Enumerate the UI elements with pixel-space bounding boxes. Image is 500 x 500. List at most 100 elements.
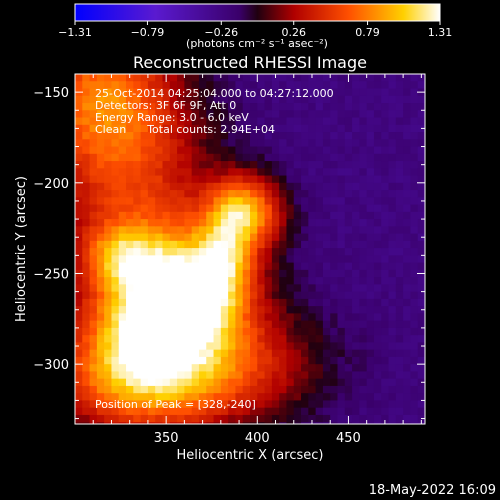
heatmap-cell [271, 255, 280, 264]
heatmap-cell [322, 182, 331, 191]
heatmap-cell [388, 371, 397, 380]
heatmap-cell [344, 335, 353, 343]
heatmap-cell [257, 161, 266, 169]
heatmap-cell [111, 356, 120, 365]
heatmap-cell [417, 117, 425, 126]
heatmap-cell [410, 255, 419, 264]
heatmap-cell [96, 313, 105, 322]
heatmap-cell [257, 132, 266, 140]
heatmap-cell [126, 240, 134, 249]
heatmap-cell [89, 349, 98, 358]
heatmap-cell [366, 400, 375, 409]
heatmap-cell [352, 371, 360, 380]
heatmap-cell [359, 400, 368, 409]
heatmap-cell [366, 284, 375, 293]
heatmap-cell [235, 95, 244, 104]
heatmap-cell [352, 74, 360, 82]
heatmap-cell [184, 132, 193, 140]
heatmap-cell [373, 197, 382, 206]
heatmap-cell [264, 335, 273, 343]
heatmap-cell [403, 356, 412, 365]
heatmap-cell [373, 342, 382, 351]
heatmap-cell [257, 313, 266, 322]
heatmap-cell [191, 385, 200, 394]
heatmap-cell [104, 291, 113, 300]
heatmap-cell [337, 335, 346, 343]
heatmap-cell [403, 81, 412, 90]
heatmap-cell [177, 103, 185, 111]
heatmap-cell [366, 161, 375, 169]
heatmap-cell [198, 385, 207, 394]
heatmap-cell [126, 168, 134, 177]
heatmap-cell [75, 204, 83, 213]
colorbar-tick-label: −0.79 [131, 26, 165, 39]
heatmap-cell [308, 139, 317, 148]
heatmap-cell [133, 161, 142, 169]
heatmap-cell [220, 197, 229, 206]
heatmap-cell [322, 356, 331, 365]
heatmap-cell [330, 240, 339, 249]
heatmap-cell [147, 378, 156, 387]
heatmap-cell [388, 349, 397, 358]
heatmap-cell [89, 168, 98, 177]
heatmap-cell [417, 284, 425, 293]
heatmap-cell [111, 226, 120, 235]
heatmap-cell [315, 335, 324, 343]
heatmap-cell [257, 269, 266, 278]
heatmap-cell [206, 298, 215, 307]
heatmap-cell [403, 168, 412, 177]
x-tick-label: 350 [154, 431, 179, 446]
heatmap-cell [89, 298, 98, 307]
heatmap-cell [337, 269, 346, 278]
heatmap-cell [322, 407, 331, 416]
heatmap-cell [147, 103, 156, 111]
heatmap-cell [235, 190, 244, 198]
heatmap-cell [198, 248, 207, 256]
heatmap-cell [388, 211, 397, 220]
heatmap-cell [337, 190, 346, 198]
heatmap-cell [264, 306, 273, 314]
heatmap-cell [133, 132, 142, 140]
heatmap-cell [126, 269, 134, 278]
heatmap-cell [279, 313, 288, 322]
heatmap-cell [140, 139, 149, 148]
heatmap-cell [250, 124, 258, 133]
heatmap-cell [147, 204, 156, 213]
heatmap-cell [293, 139, 302, 148]
heatmap-cell [213, 88, 222, 97]
heatmap-cell [104, 262, 113, 271]
heatmap-cell [242, 211, 251, 220]
heatmap-cell [147, 233, 156, 242]
heatmap-cell [104, 306, 113, 314]
heatmap-cell [140, 124, 149, 133]
heatmap-cell [352, 139, 360, 148]
heatmap-cell [220, 132, 229, 140]
heatmap-cell [373, 175, 382, 184]
heatmap-cell [89, 204, 98, 213]
heatmap-cell [111, 95, 120, 104]
heatmap-cell [322, 88, 331, 97]
heatmap-cell [410, 313, 419, 322]
heatmap-cell [147, 364, 156, 373]
heatmap-cell [271, 414, 280, 423]
heatmap-cell [315, 117, 324, 126]
heatmap-cell [344, 132, 353, 140]
heatmap-cell [417, 190, 425, 198]
heatmap-cell [228, 306, 237, 314]
heatmap-cell [286, 327, 295, 336]
heatmap-cell [206, 226, 215, 235]
heatmap-cell [198, 81, 207, 90]
heatmap-cell [126, 255, 134, 264]
heatmap-cell [198, 356, 207, 365]
heatmap-cell [184, 255, 193, 264]
heatmap-cell [301, 313, 309, 322]
heatmap-cell [104, 81, 113, 90]
heatmap-cell [213, 168, 222, 177]
heatmap-cell [257, 378, 266, 387]
heatmap-cell [403, 103, 412, 111]
heatmap-cell [373, 153, 382, 162]
heatmap-cell [279, 371, 288, 380]
heatmap-cell [301, 219, 309, 227]
heatmap-cell [381, 103, 390, 111]
heatmap-cell [155, 95, 164, 104]
